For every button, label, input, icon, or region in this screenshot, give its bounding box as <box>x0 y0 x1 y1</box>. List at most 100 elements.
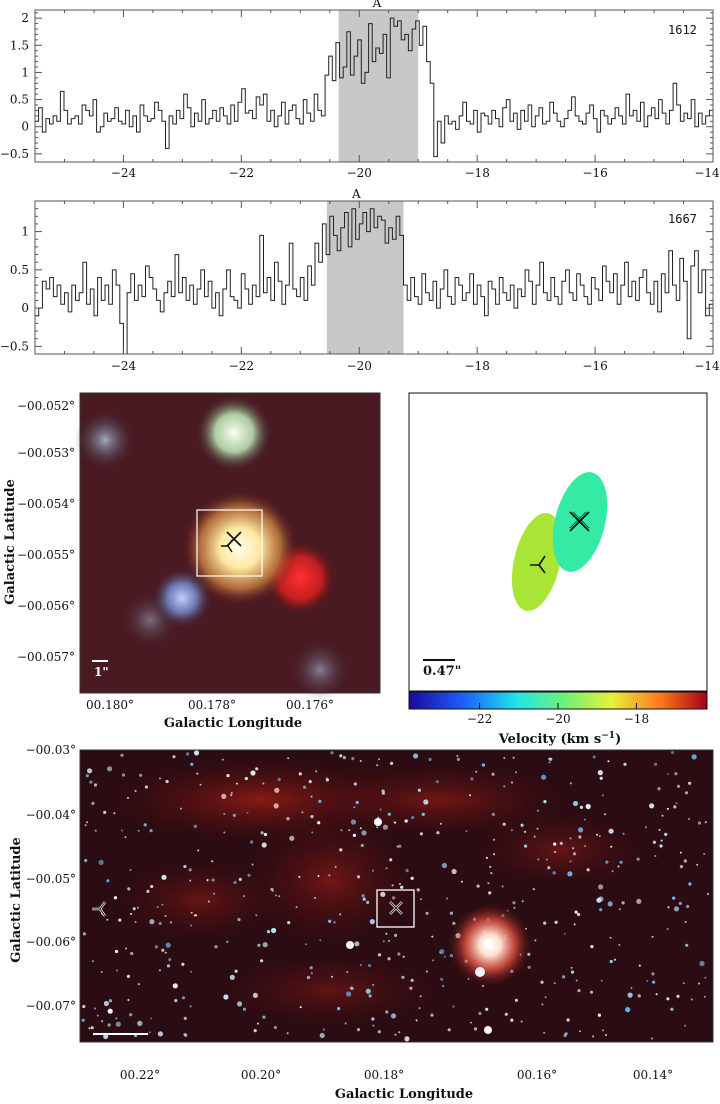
source-yellow-target <box>182 490 298 606</box>
star <box>94 1007 96 1010</box>
star <box>521 900 524 903</box>
star <box>396 845 399 848</box>
star <box>446 897 449 900</box>
star <box>148 1031 151 1034</box>
star <box>277 777 281 782</box>
spectrum-1667-panel: A 1667 −24 −22 −20 −18 −16 −14 1 0.5 0 −… <box>0 187 720 373</box>
star <box>299 1006 302 1009</box>
y-tick-label: −00.04° <box>26 808 76 822</box>
feature-label-a: A <box>351 187 361 201</box>
star <box>534 939 537 942</box>
star <box>144 785 148 789</box>
star <box>287 757 290 760</box>
star <box>168 958 172 962</box>
star <box>607 901 613 907</box>
star <box>703 853 706 855</box>
star <box>599 908 603 912</box>
star <box>566 1018 570 1022</box>
star <box>90 1026 94 1030</box>
star <box>234 969 238 973</box>
star <box>510 1018 514 1022</box>
star <box>81 1018 85 1022</box>
star <box>618 943 621 946</box>
star <box>533 835 536 838</box>
star <box>666 997 670 1001</box>
star <box>257 1022 259 1025</box>
star <box>579 1030 581 1033</box>
y-tick-label: 0 <box>21 301 29 315</box>
star <box>250 840 254 844</box>
scale-bar-label: 30" <box>108 1040 131 1054</box>
star <box>697 982 700 985</box>
colorbar-tick-label: −20 <box>545 712 570 726</box>
star <box>442 985 445 988</box>
x-axis-label: Galactic Longitude <box>335 1087 473 1102</box>
star <box>229 974 235 981</box>
star <box>134 790 137 792</box>
star <box>411 815 415 820</box>
star <box>382 940 385 943</box>
plot-frame <box>79 392 381 694</box>
star <box>137 1020 143 1026</box>
star <box>598 884 604 890</box>
star <box>88 1027 91 1030</box>
star <box>261 842 267 848</box>
star <box>113 812 116 815</box>
star <box>655 993 658 996</box>
spectrum-line-label: 1667 <box>668 212 697 226</box>
star <box>569 782 572 785</box>
star <box>289 835 295 841</box>
y-tick-label: 0.5 <box>10 93 29 107</box>
star <box>190 970 192 973</box>
star-field <box>81 750 710 1042</box>
star <box>394 933 398 938</box>
star <box>237 918 241 922</box>
star <box>420 898 423 901</box>
y-tick-label: −00.053° <box>17 446 75 460</box>
star <box>573 923 576 926</box>
star <box>592 755 596 759</box>
star <box>381 791 385 795</box>
star <box>207 900 210 903</box>
star <box>567 871 573 877</box>
star <box>150 884 154 889</box>
y-tick-label: −00.05° <box>26 872 76 886</box>
star <box>252 992 258 999</box>
star <box>572 847 575 850</box>
star <box>125 947 128 950</box>
star <box>667 906 670 909</box>
star <box>404 819 408 823</box>
star <box>238 877 242 882</box>
star <box>650 1037 653 1040</box>
star <box>318 799 322 804</box>
star <box>334 865 337 868</box>
star <box>440 977 444 981</box>
star <box>699 960 705 967</box>
star <box>686 904 690 909</box>
star <box>608 828 614 834</box>
star <box>419 995 422 998</box>
star <box>244 776 248 781</box>
star <box>452 1005 455 1008</box>
y-tick-label: 2 <box>21 11 29 25</box>
colorbar-tick-label: −22 <box>467 712 492 726</box>
star <box>672 896 676 900</box>
star <box>278 895 281 898</box>
star <box>157 1031 163 1037</box>
star <box>372 984 375 986</box>
star <box>322 1028 325 1031</box>
bright-star <box>484 1026 492 1034</box>
star <box>274 787 280 793</box>
star <box>476 884 480 888</box>
star <box>186 752 190 756</box>
star <box>371 1017 375 1021</box>
tick-marks <box>35 201 714 354</box>
star <box>425 970 428 973</box>
star <box>536 809 539 812</box>
star <box>221 758 224 761</box>
star <box>301 811 304 814</box>
star <box>473 1027 478 1031</box>
star <box>93 783 98 787</box>
y-tick-label: −00.052° <box>17 399 75 413</box>
colorbar-axis-label: Velocity (km s−1) <box>498 731 621 747</box>
